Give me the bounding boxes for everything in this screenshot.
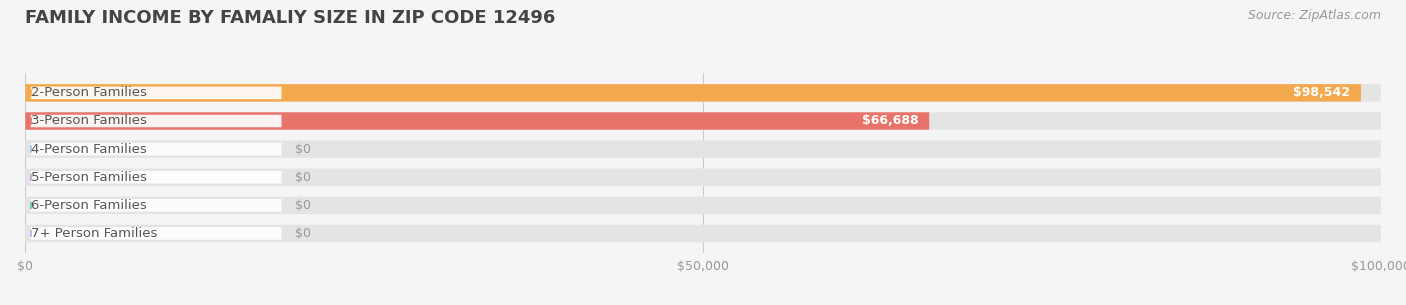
FancyBboxPatch shape <box>31 227 281 240</box>
FancyBboxPatch shape <box>25 112 1381 130</box>
FancyBboxPatch shape <box>25 140 1381 158</box>
Text: Source: ZipAtlas.com: Source: ZipAtlas.com <box>1247 9 1381 22</box>
FancyBboxPatch shape <box>25 225 1381 242</box>
FancyBboxPatch shape <box>25 197 1381 214</box>
FancyBboxPatch shape <box>31 143 281 155</box>
Text: 7+ Person Families: 7+ Person Families <box>31 227 157 240</box>
FancyBboxPatch shape <box>31 199 281 212</box>
Text: $66,688: $66,688 <box>862 114 918 127</box>
FancyBboxPatch shape <box>31 115 281 127</box>
Text: $98,542: $98,542 <box>1294 86 1350 99</box>
Text: $0: $0 <box>295 227 311 240</box>
FancyBboxPatch shape <box>25 84 1361 102</box>
FancyBboxPatch shape <box>25 84 1381 102</box>
Text: $0: $0 <box>295 199 311 212</box>
Text: 4-Person Families: 4-Person Families <box>31 143 146 156</box>
FancyBboxPatch shape <box>25 112 929 130</box>
Text: FAMILY INCOME BY FAMALIY SIZE IN ZIP CODE 12496: FAMILY INCOME BY FAMALIY SIZE IN ZIP COD… <box>25 9 555 27</box>
Text: $0: $0 <box>295 143 311 156</box>
Text: 5-Person Families: 5-Person Families <box>31 171 146 184</box>
FancyBboxPatch shape <box>25 169 1381 186</box>
Text: 2-Person Families: 2-Person Families <box>31 86 146 99</box>
Text: 3-Person Families: 3-Person Families <box>31 114 146 127</box>
FancyBboxPatch shape <box>31 171 281 184</box>
FancyBboxPatch shape <box>31 87 281 99</box>
Text: 6-Person Families: 6-Person Families <box>31 199 146 212</box>
Text: $0: $0 <box>295 171 311 184</box>
